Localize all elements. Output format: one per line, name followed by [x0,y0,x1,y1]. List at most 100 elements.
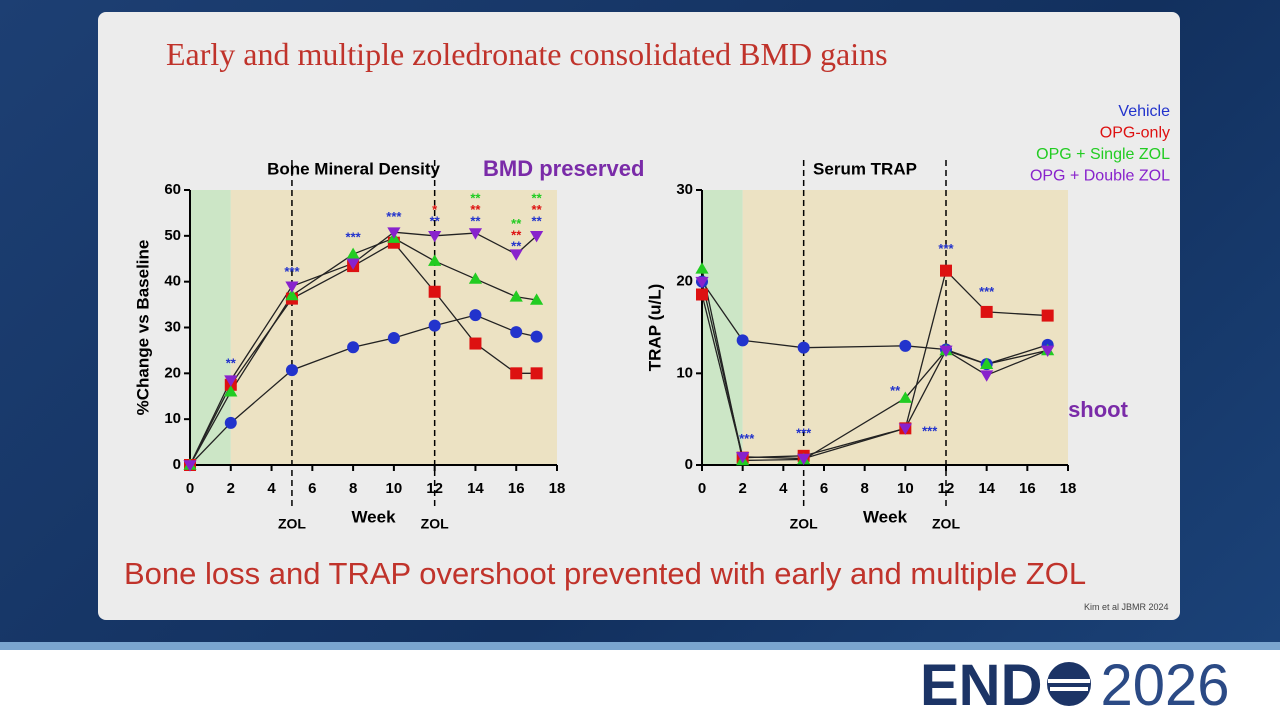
significance: ** [430,214,441,229]
y-tick-label: 20 [164,364,181,381]
footer: Bone loss and TRAP overshoot prevented w… [124,556,1087,591]
significance: ** [226,356,237,371]
x-tick-label: 0 [186,480,194,497]
point [695,276,709,289]
y-tick-label: 20 [676,273,693,290]
significance: *** [284,264,300,279]
logo-text: END [920,653,1043,718]
x-tick-label: 2 [738,480,746,497]
slide-title: Early and multiple zoledronate consolida… [166,36,888,72]
significance: ** [470,214,481,229]
point [898,423,912,435]
point [510,367,523,380]
significance: ** [890,383,901,398]
point [940,264,952,277]
significance: ** [470,202,481,217]
point [428,254,442,266]
x-tick-label: 18 [549,480,566,497]
point [899,339,912,352]
point [898,391,912,403]
x-tick-label: 4 [267,480,276,497]
x-tick-label: 14 [978,480,995,497]
chart-title: Bone Mineral Density [267,159,440,178]
significance: * [432,202,438,217]
x-tick-label: 10 [386,480,403,497]
y-tick-label: 30 [164,318,181,335]
y-tick-label: 60 [164,181,181,198]
x-tick-label: 4 [779,480,788,497]
significance: ** [511,216,522,231]
point [939,345,953,358]
x-tick-label: 6 [308,480,316,497]
point [285,281,299,293]
point [224,385,238,397]
point [346,247,360,259]
point [224,416,237,429]
point [346,258,360,270]
legend-entry: Vehicle [1118,103,1170,120]
point [285,288,299,301]
x-axis-label: Week [863,507,908,526]
point [695,262,709,274]
point [469,309,482,322]
point [797,341,810,354]
shaded-band [702,190,743,465]
point [347,341,360,354]
dose-label: ZOL [421,516,449,532]
dose-label: ZOL [932,516,960,532]
x-tick-label: 2 [227,480,235,497]
significance: *** [979,284,995,299]
point [1041,345,1055,358]
point [509,249,523,261]
point [980,370,994,382]
point [428,231,442,243]
point [530,330,543,343]
point [510,326,523,339]
y-axis-label: TRAP (u/L) [645,284,664,372]
y-tick-label: 30 [676,181,693,198]
x-tick-label: 12 [938,480,955,497]
point [183,460,197,472]
citation: Kim et al JBMR 2024 [1084,602,1169,612]
y-tick-label: 40 [164,273,181,290]
y-tick-label: 0 [173,456,181,473]
significance: *** [922,423,938,438]
point [224,375,238,387]
significance: ** [532,202,543,217]
y-tick-label: 10 [164,410,181,427]
significance: *** [386,209,402,224]
x-tick-label: 16 [1019,480,1036,497]
point [428,319,441,332]
y-tick-label: 0 [685,456,693,473]
significance: *** [346,230,362,245]
significance: ** [470,191,481,206]
point [980,305,993,318]
x-tick-label: 6 [820,480,828,497]
significance: ** [511,239,522,254]
point [696,288,708,301]
x-tick-label: 10 [897,480,914,497]
point [530,367,543,380]
y-axis-label: %Change vs Baseline [133,240,152,416]
significance: *** [938,241,954,256]
point [1041,309,1054,322]
point [530,293,544,305]
stripe [0,642,1280,650]
shaded-band [190,190,231,465]
dose-label: ZOL [790,516,818,532]
x-tick-label: 12 [426,480,443,497]
x-tick-label: 18 [1060,480,1077,497]
point [797,453,811,466]
significance: ** [532,191,543,206]
point [285,364,298,377]
logo-text: 2026 [1100,653,1230,718]
point [468,228,483,240]
point [509,290,523,302]
point [428,285,441,298]
legend-entry: OPG + Single ZOL [1036,146,1170,163]
y-tick-label: 10 [676,364,693,381]
significance: *** [739,431,755,446]
point [980,357,994,369]
